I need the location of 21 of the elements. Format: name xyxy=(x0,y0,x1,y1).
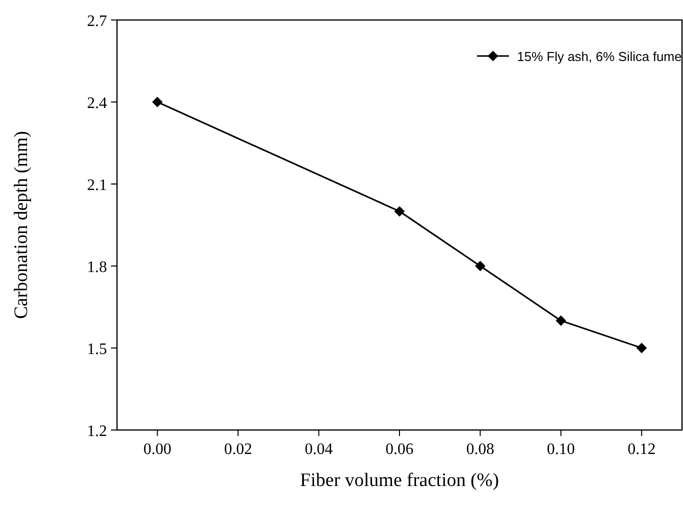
y-tick-label: 2.7 xyxy=(87,13,107,30)
y-tick-label: 1.5 xyxy=(87,341,107,358)
x-tick-label: 0.02 xyxy=(224,441,252,458)
point xyxy=(394,206,405,217)
point xyxy=(556,315,566,326)
legend-label: 15% Fly ash, 6% Silica fume xyxy=(517,49,682,64)
x-tick-label: 0.10 xyxy=(546,441,575,458)
x-tick-label: 0.12 xyxy=(628,441,656,458)
x-tick-label: 0.04 xyxy=(304,441,333,458)
point xyxy=(636,342,647,354)
point xyxy=(474,260,486,272)
point xyxy=(152,96,163,108)
y-axis-title: Carbonation depth (mm) xyxy=(11,131,32,319)
y-tick-label: 1.2 xyxy=(87,423,107,440)
x-axis-title: Fiber volume fraction (%) xyxy=(300,470,499,491)
y-tick-label: 2.4 xyxy=(87,95,107,112)
x-tick-label: 0.08 xyxy=(466,441,494,458)
x-tick-label: 0.06 xyxy=(386,441,414,458)
y-tick-label: 2.1 xyxy=(87,177,107,194)
y-tick-label: 1.8 xyxy=(87,259,107,276)
x-tick-label: 0.00 xyxy=(143,441,172,458)
